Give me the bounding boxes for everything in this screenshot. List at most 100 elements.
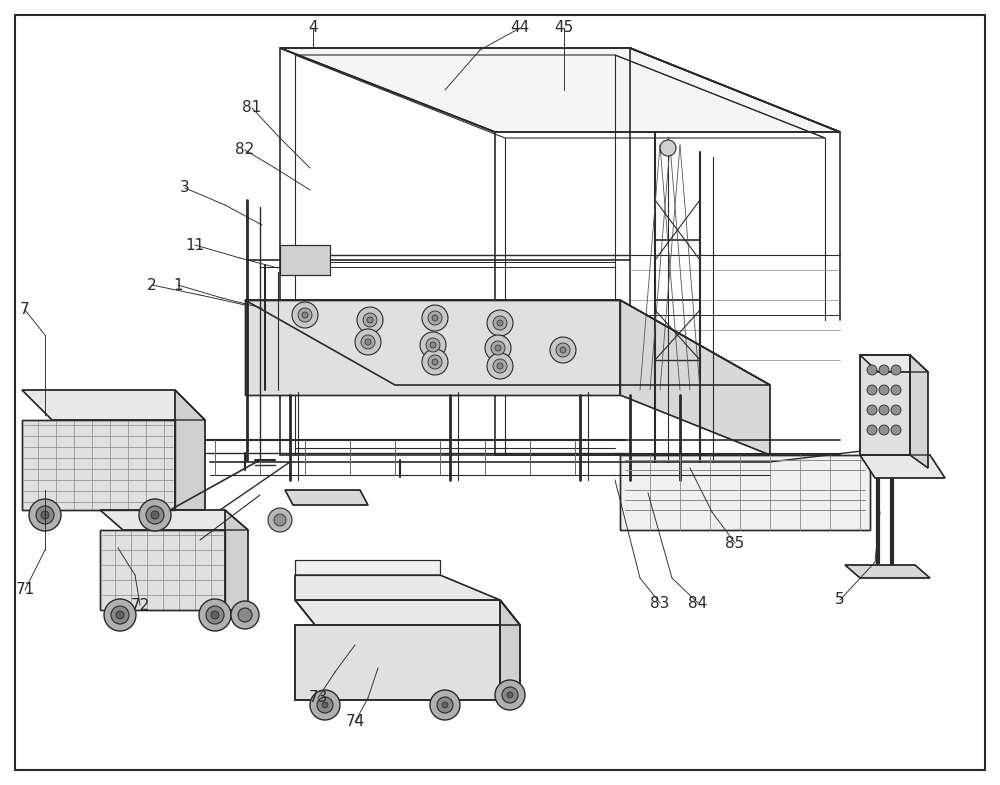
Circle shape	[322, 702, 328, 708]
Circle shape	[432, 315, 438, 321]
Polygon shape	[175, 390, 205, 510]
Circle shape	[422, 305, 448, 331]
Circle shape	[139, 499, 171, 531]
Polygon shape	[500, 600, 520, 700]
Circle shape	[426, 338, 440, 352]
Circle shape	[867, 405, 877, 415]
Text: 1: 1	[173, 278, 183, 293]
Text: 73: 73	[308, 691, 328, 706]
Circle shape	[867, 365, 877, 375]
Polygon shape	[280, 245, 330, 275]
Polygon shape	[280, 48, 840, 132]
Polygon shape	[100, 510, 248, 530]
Circle shape	[420, 332, 446, 358]
Polygon shape	[22, 420, 175, 510]
Circle shape	[502, 687, 518, 703]
Circle shape	[430, 342, 436, 348]
Circle shape	[879, 425, 889, 435]
Text: 5: 5	[835, 593, 845, 608]
Circle shape	[560, 347, 566, 353]
Text: 81: 81	[242, 100, 262, 115]
Polygon shape	[845, 565, 930, 578]
Circle shape	[211, 611, 219, 619]
Polygon shape	[860, 355, 910, 455]
Circle shape	[274, 514, 286, 526]
Text: 71: 71	[15, 582, 35, 597]
Circle shape	[891, 425, 901, 435]
Circle shape	[487, 310, 513, 336]
Circle shape	[430, 690, 460, 720]
Circle shape	[491, 341, 505, 355]
Circle shape	[151, 511, 159, 519]
Circle shape	[231, 601, 259, 629]
Text: 45: 45	[554, 20, 574, 35]
Circle shape	[428, 311, 442, 325]
Polygon shape	[860, 455, 945, 478]
Circle shape	[111, 606, 129, 624]
Circle shape	[428, 355, 442, 369]
Circle shape	[422, 349, 448, 375]
Text: 11: 11	[185, 238, 205, 253]
Circle shape	[442, 702, 448, 708]
Text: 4: 4	[308, 20, 318, 35]
Circle shape	[41, 511, 49, 519]
Polygon shape	[245, 300, 620, 395]
Circle shape	[497, 320, 503, 326]
Circle shape	[497, 363, 503, 369]
Circle shape	[550, 337, 576, 363]
Circle shape	[36, 506, 54, 524]
Circle shape	[493, 359, 507, 373]
Circle shape	[29, 499, 61, 531]
Polygon shape	[295, 600, 520, 625]
Circle shape	[298, 308, 312, 322]
Circle shape	[116, 611, 124, 619]
Text: 2: 2	[147, 278, 157, 293]
Circle shape	[879, 365, 889, 375]
Polygon shape	[620, 300, 770, 455]
Text: 7: 7	[20, 302, 30, 317]
Polygon shape	[620, 455, 870, 530]
Circle shape	[146, 506, 164, 524]
Polygon shape	[22, 390, 205, 420]
Polygon shape	[295, 625, 500, 700]
Polygon shape	[245, 300, 770, 385]
Text: 74: 74	[345, 714, 365, 729]
Polygon shape	[285, 490, 368, 505]
Circle shape	[556, 343, 570, 357]
Circle shape	[292, 302, 318, 328]
Circle shape	[891, 365, 901, 375]
Circle shape	[879, 385, 889, 395]
Circle shape	[432, 359, 438, 365]
Circle shape	[507, 692, 513, 698]
Circle shape	[495, 345, 501, 351]
Polygon shape	[225, 510, 248, 610]
Circle shape	[317, 697, 333, 713]
Circle shape	[357, 307, 383, 333]
Text: 83: 83	[650, 596, 670, 611]
Text: 82: 82	[235, 143, 255, 158]
Circle shape	[437, 697, 453, 713]
Circle shape	[363, 313, 377, 327]
Circle shape	[104, 599, 136, 631]
Polygon shape	[15, 15, 985, 770]
Circle shape	[660, 140, 676, 156]
Circle shape	[199, 599, 231, 631]
Circle shape	[891, 385, 901, 395]
Text: 44: 44	[510, 20, 530, 35]
Circle shape	[485, 335, 511, 361]
Circle shape	[361, 335, 375, 349]
Circle shape	[891, 405, 901, 415]
Circle shape	[302, 312, 308, 318]
Circle shape	[206, 606, 224, 624]
Circle shape	[487, 353, 513, 379]
Circle shape	[867, 385, 877, 395]
Polygon shape	[860, 355, 928, 372]
Circle shape	[365, 339, 371, 345]
Text: 85: 85	[725, 535, 745, 550]
Text: 3: 3	[180, 181, 190, 195]
Circle shape	[867, 425, 877, 435]
Circle shape	[355, 329, 381, 355]
Polygon shape	[910, 355, 928, 468]
Text: 84: 84	[688, 596, 708, 611]
Polygon shape	[295, 575, 500, 600]
